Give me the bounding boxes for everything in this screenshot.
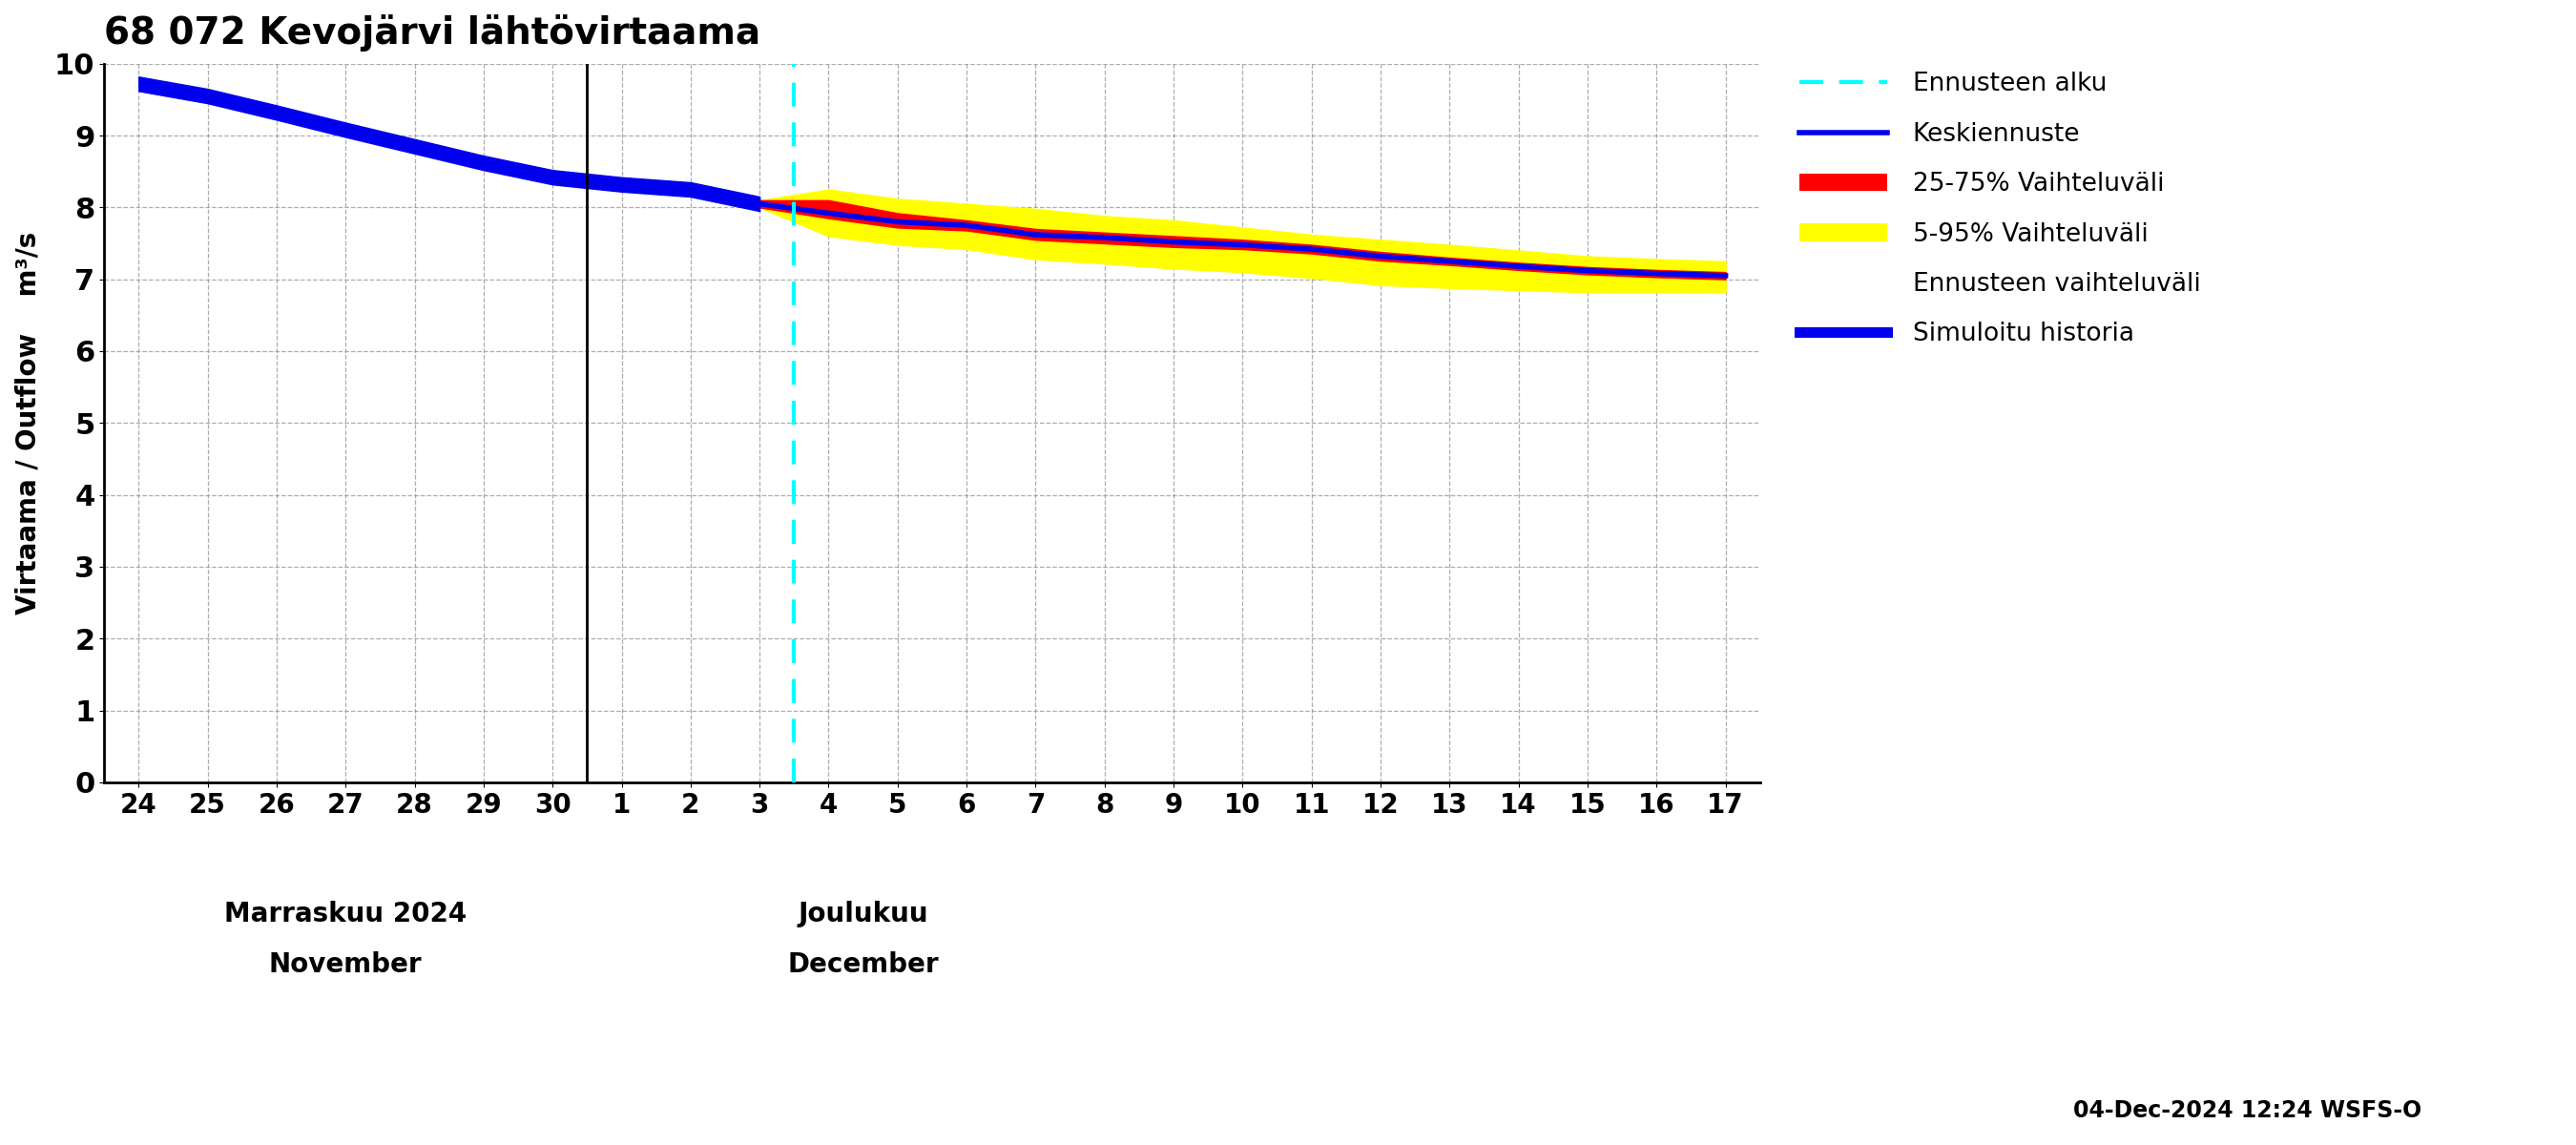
Legend: Ennusteen alku, Keskiennuste, 25-75% Vaihteluväli, 5-95% Vaihteluväli, Ennusteen: Ennusteen alku, Keskiennuste, 25-75% Vai… [1790,62,2210,357]
Text: 04-Dec-2024 12:24 WSFS-O: 04-Dec-2024 12:24 WSFS-O [2074,1099,2421,1122]
Text: Marraskuu 2024: Marraskuu 2024 [224,901,466,927]
Text: Joulukuu: Joulukuu [799,901,927,927]
Text: December: December [788,951,938,978]
Text: November: November [268,951,422,978]
Text: 68 072 Kevojärvi lähtövirtaama: 68 072 Kevojärvi lähtövirtaama [103,14,760,52]
Y-axis label: Virtaama / Outflow    m³/s: Virtaama / Outflow m³/s [15,231,41,615]
